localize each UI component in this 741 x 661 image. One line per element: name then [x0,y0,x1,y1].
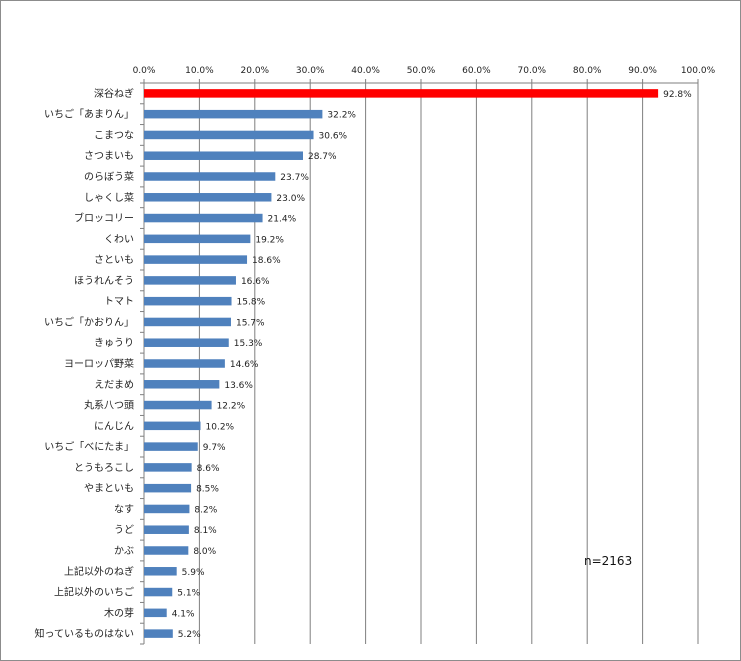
data-labels: 92.8% 32.2% 30.6% 28.7% 23.7% 23.0% 21.4% 19.2%… [172,90,692,640]
data-label: 15.7% [236,318,265,328]
bar [144,546,189,555]
data-label: 8.0% [193,547,216,557]
x-tick-label: 40.0% [351,66,380,76]
data-label: 28.7% [308,152,337,162]
bar [144,421,201,431]
bar [144,483,192,493]
category-label: いちご「あまりん」 [44,108,134,121]
bar [144,296,232,306]
bar [144,463,192,472]
category-label: 上記以外のねぎ [64,565,134,578]
bar [144,151,303,160]
bar [144,629,173,638]
data-label: 21.4% [268,215,297,225]
bar [144,380,220,389]
category-label: にんじん [94,420,134,432]
x-tick-labels: 0.0% 10.0% 20.0% 30.0% 40.0% 50.0% 60.0% 70.0% 8… [133,66,716,76]
category-label: 深谷ねぎ [94,87,134,100]
data-label: 30.6% [319,131,348,141]
x-tick-label: 30.0% [296,66,325,76]
data-label: 23.0% [276,194,305,204]
data-label: 5.9% [182,568,205,578]
data-label: 10.2% [206,422,235,432]
bar [144,525,189,534]
category-label: ヨーロッパ野菜 [64,358,134,370]
data-label: 8.6% [197,464,220,474]
category-label: うど [114,524,134,536]
data-label: 8.5% [196,485,219,495]
bar [144,338,229,347]
category-label: ブロッコリー [74,212,134,225]
data-label: 5.2% [178,630,201,640]
bar [144,608,167,618]
x-tick-label: 0.0% [133,66,156,76]
bar [144,276,236,285]
x-tick-label: 60.0% [462,66,491,76]
x-tick-label: 80.0% [573,66,602,76]
category-label: くわい [104,233,134,245]
data-label: 4.1% [172,609,195,619]
x-tick-label: 100.0% [681,66,716,76]
bar [144,587,173,597]
bar [144,504,190,514]
bar [144,317,231,327]
bar [144,89,659,98]
category-label: いちご「べにたま」 [44,440,134,453]
category-label: やまといも [84,483,134,495]
category-label: きゅうり [94,337,134,349]
category-label: 木の芽 [104,606,134,619]
category-label: えだまめ [94,379,134,391]
data-label: 15.3% [234,339,263,349]
bar [144,255,248,264]
bar [144,400,212,410]
category-label: とうもろこし [74,462,134,474]
category-label: さといも [94,254,134,266]
data-label: 5.1% [177,589,200,599]
sample-size-note: n=2163 [584,554,633,568]
data-label: 32.2% [327,111,356,121]
data-label: 12.2% [217,402,246,412]
data-label: 8.2% [194,505,217,515]
data-label: 92.8% [663,90,692,100]
category-label: なす [114,503,134,515]
x-tick-label: 70.0% [518,66,547,76]
category-label: さつまいも [84,150,134,162]
category-label: いちご「かおりん」 [44,315,134,328]
category-label: のらぼう菜 [84,171,134,183]
category-label: 丸系八つ頭 [84,399,134,412]
x-tick-label: 50.0% [407,66,436,76]
bar [144,193,272,202]
data-label: 9.7% [203,443,226,453]
x-tick-label: 90.0% [628,66,657,76]
category-label: トマト [104,297,134,308]
category-label: ほうれんそう [74,275,134,287]
bar [144,172,276,181]
data-label: 15.8% [237,298,266,308]
category-label: 知っているものはない [35,627,135,640]
category-label: こまつな [94,129,134,141]
bars [144,89,659,638]
bar [144,109,323,119]
data-label: 19.2% [255,235,284,245]
bar [144,359,225,368]
bar [144,567,177,576]
bar [144,442,198,451]
bar [144,213,263,223]
data-label: 23.7% [280,173,309,183]
data-label: 8.1% [194,526,217,536]
bar [144,234,251,244]
category-label: かぶ [114,545,134,557]
data-label: 16.6% [241,277,270,287]
x-tick-label: 10.0% [185,66,214,76]
bar [144,130,314,140]
x-tick-label: 20.0% [241,66,270,76]
category-label: しゃくし菜 [84,192,134,204]
data-label: 14.6% [230,360,259,370]
data-label: 13.6% [224,381,253,391]
category-label: 上記以外のいちご [54,586,134,599]
data-label: 18.6% [252,256,281,266]
category-labels: 深谷ねぎいちご「あまりん」こまつなさつまいものらぼう菜しゃくし菜ブロッコリーくわ… [35,87,135,640]
